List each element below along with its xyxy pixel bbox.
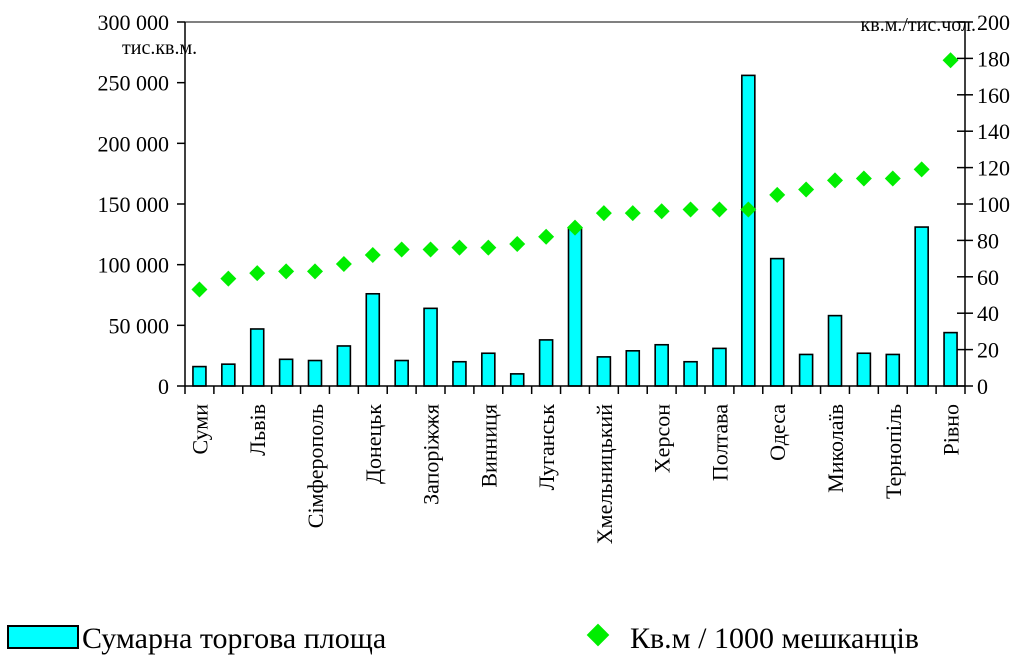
- marker: [451, 239, 468, 256]
- left-unit-label: тис.кв.м.: [122, 37, 197, 59]
- marker: [711, 201, 728, 218]
- right-tick-label: 160: [977, 83, 1010, 108]
- left-tick-label: 150 000: [98, 192, 170, 217]
- marker: [538, 228, 555, 245]
- bar: [827, 314, 843, 387]
- bar: [365, 292, 381, 387]
- marker: [509, 236, 526, 253]
- x-tick-label: Донецьк: [361, 404, 386, 484]
- right-tick-label: 180: [977, 46, 1010, 71]
- right-tick-label: 120: [977, 156, 1010, 181]
- bar: [221, 363, 236, 387]
- marker: [480, 239, 497, 256]
- plot-area: [185, 21, 965, 387]
- right-axis: 0 20 40 60 80 100 120 140 160 180 200: [957, 10, 1010, 399]
- x-axis: Суми Львів Сімферополь Донецьк Запоріжжя Винн…: [184, 385, 966, 544]
- bar: [249, 328, 265, 387]
- bar: [943, 331, 958, 387]
- marker: [567, 219, 583, 236]
- marker: [827, 172, 843, 189]
- left-tick-label: 100 000: [98, 253, 170, 278]
- marker: [335, 256, 352, 273]
- marker: [653, 203, 670, 220]
- marker: [884, 170, 901, 187]
- marker: [798, 181, 815, 198]
- legend-label-markers: Кв.м / 1000 мешканців: [630, 622, 919, 655]
- marker: [422, 241, 439, 258]
- x-tick-label: Запоріжжя: [419, 404, 444, 505]
- bar: [798, 353, 814, 387]
- right-tick-label: 40: [977, 301, 999, 326]
- bar: [307, 359, 323, 387]
- bar: [481, 352, 496, 387]
- marker: [740, 201, 757, 218]
- left-tick-label: 250 000: [98, 71, 170, 96]
- right-tick-label: 200: [977, 10, 1010, 35]
- x-tick-label: Херсон: [650, 404, 675, 473]
- marker: [682, 201, 699, 218]
- legend-swatch-markers: [586, 623, 610, 647]
- x-tick-label: Одеса: [765, 404, 790, 461]
- bar: [712, 347, 727, 387]
- marker: [913, 161, 930, 178]
- x-tick-label: Тернопіль: [881, 404, 906, 499]
- marker: [278, 263, 295, 280]
- marker: [191, 281, 208, 298]
- marker: [769, 186, 786, 203]
- x-tick-label: Полтава: [707, 404, 732, 481]
- bar: [538, 339, 554, 387]
- marker: [307, 263, 323, 280]
- bar: [741, 74, 756, 387]
- x-tick-label: Миколаїв: [823, 404, 848, 493]
- right-tick-label: 140: [977, 119, 1010, 144]
- left-axis: 0 50 000 100 000 150 000 200 000 250 000 300 0…: [98, 10, 186, 399]
- bar: [278, 358, 294, 387]
- right-unit-label: кв.м./тис.чол.: [861, 14, 976, 36]
- bar: [769, 257, 785, 387]
- right-tick-label: 60: [977, 265, 999, 290]
- bar: [509, 373, 525, 387]
- x-tick-label: Суми: [187, 404, 212, 455]
- marker: [855, 170, 872, 187]
- marker: [393, 241, 410, 258]
- x-tick-label: Сімферополь: [303, 404, 328, 528]
- bar: [856, 352, 872, 387]
- bar: [452, 360, 467, 387]
- bar: [567, 227, 583, 387]
- bar: [336, 345, 352, 387]
- x-tick-label: Луганськ: [534, 404, 559, 491]
- legend-label-bars: Сумарна торгова площа: [82, 622, 386, 655]
- bar: [683, 360, 698, 387]
- legend: Сумарна торгова площа Кв.м / 1000 мешкан…: [7, 622, 919, 655]
- right-tick-label: 100: [977, 192, 1010, 217]
- bar: [914, 226, 929, 387]
- marker: [624, 205, 641, 222]
- x-tick-label: Рівно: [939, 404, 964, 456]
- x-tick-label: Винниця: [476, 404, 501, 488]
- bar: [885, 353, 901, 387]
- left-tick-label: 300 000: [98, 10, 170, 35]
- bar: [596, 356, 612, 387]
- marker: [595, 205, 612, 222]
- bar: [394, 359, 409, 387]
- x-tick-label: Львів: [245, 404, 270, 456]
- bar: [192, 365, 207, 387]
- right-tick-label: 80: [977, 228, 999, 253]
- left-tick-label: 50 000: [109, 313, 170, 338]
- legend-swatch-bars: [7, 625, 79, 649]
- left-tick-label: 0: [158, 374, 169, 399]
- marker: [942, 52, 959, 69]
- marker: [364, 246, 381, 263]
- right-tick-label: 20: [977, 338, 999, 363]
- bar: [423, 307, 438, 387]
- bar: [654, 343, 669, 387]
- marker: [220, 270, 237, 287]
- right-tick-label: 0: [977, 374, 988, 399]
- left-tick-label: 200 000: [98, 131, 170, 156]
- bar: [625, 350, 641, 387]
- x-tick-label: Хмельницький: [592, 404, 617, 544]
- marker: [249, 265, 266, 282]
